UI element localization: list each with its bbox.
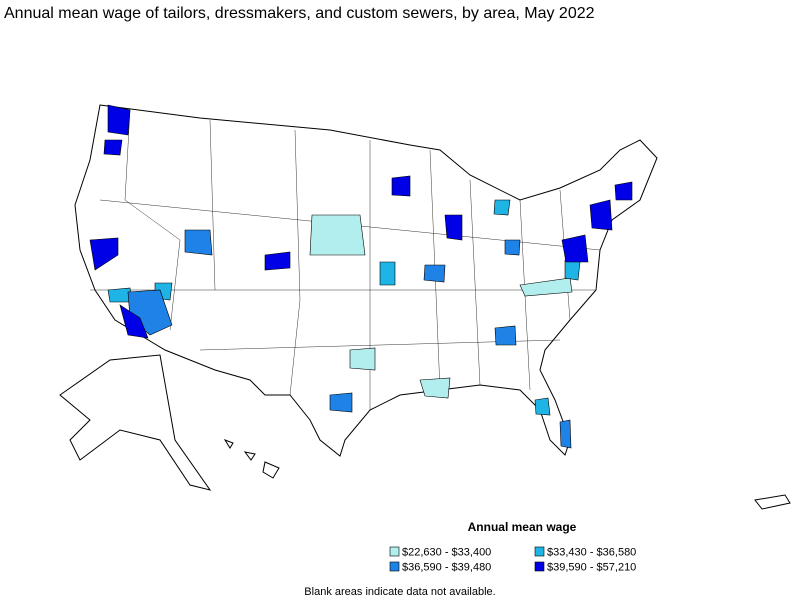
wage-area	[107, 104, 131, 136]
wage-area	[119, 304, 149, 339]
legend-swatch	[534, 561, 545, 572]
contiguous-us	[74, 104, 658, 457]
legend-items: $22,630 - $33,400 $33,430 - $36,580 $36,59…	[389, 546, 636, 574]
note: Blank areas indicate data not available.	[304, 586, 495, 598]
wage-area	[329, 392, 353, 413]
wage-area	[349, 347, 376, 371]
legend-label: $36,590 - $39,480	[402, 562, 491, 574]
wage-area	[614, 181, 633, 201]
legend-label: $22,630 - $33,400	[402, 547, 491, 559]
wage-area	[89, 237, 119, 271]
wage-areas	[89, 104, 633, 449]
legend-label: $39,590 - $57,210	[547, 562, 636, 574]
wage-area	[493, 199, 511, 216]
legend-title: Annual mean wage	[468, 520, 577, 534]
legend-swatch	[389, 546, 400, 557]
legend-label: $33,430 - $36,580	[547, 547, 636, 559]
wage-area	[423, 264, 446, 283]
legend-swatch	[389, 561, 400, 572]
wage-area	[264, 251, 291, 271]
map-title: Annual mean wage of tailors, dressmakers…	[4, 5, 595, 22]
legend-swatch	[534, 546, 545, 557]
wage-area	[379, 261, 396, 286]
wage-area	[103, 139, 123, 156]
wage-area	[534, 397, 551, 416]
wage-area	[184, 229, 213, 256]
hawaii	[223, 439, 280, 479]
wage-area	[444, 214, 463, 241]
wage-area	[504, 239, 521, 256]
wage-area	[564, 259, 581, 281]
wage-area	[519, 277, 573, 297]
wage-area	[559, 419, 572, 449]
alaska	[59, 354, 212, 491]
map	[59, 104, 791, 510]
wage-area	[589, 199, 613, 231]
wage-area	[494, 325, 517, 346]
wage-area	[391, 175, 411, 197]
wage-area	[419, 377, 451, 399]
wage-area	[309, 214, 366, 256]
wage-area	[561, 234, 589, 263]
puerto-rico	[754, 494, 791, 510]
legend: Annual mean wage $22,630 - $33,400 $33,43…	[389, 520, 636, 574]
